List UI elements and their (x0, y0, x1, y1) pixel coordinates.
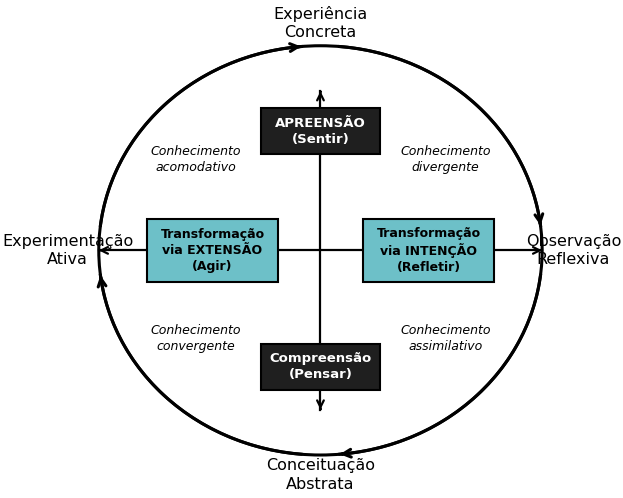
Text: Transformação
via EXTENSÃO
(Agir): Transformação via EXTENSÃO (Agir) (160, 228, 265, 273)
Text: Conceituação
Abstrata: Conceituação Abstrata (266, 458, 375, 492)
FancyBboxPatch shape (147, 219, 278, 282)
FancyBboxPatch shape (261, 344, 380, 390)
Text: Observação
Reflexiva: Observação Reflexiva (526, 234, 621, 267)
Text: Conhecimento
acomodativo: Conhecimento acomodativo (150, 145, 240, 174)
Text: Conhecimento
divergente: Conhecimento divergente (400, 145, 491, 174)
FancyBboxPatch shape (363, 219, 494, 282)
Text: APREENSÃO
(Sentir): APREENSÃO (Sentir) (275, 117, 366, 145)
Text: Experiência
Concreta: Experiência Concreta (273, 5, 368, 40)
Text: Conhecimento
convergente: Conhecimento convergente (150, 324, 240, 353)
Text: Compreensão
(Pensar): Compreensão (Pensar) (269, 353, 371, 381)
Text: Transformação
via INTENÇÃO
(Refletir): Transformação via INTENÇÃO (Refletir) (376, 227, 480, 274)
Text: Conhecimento
assimilativo: Conhecimento assimilativo (400, 324, 491, 353)
Text: Experimentação
Ativa: Experimentação Ativa (2, 234, 133, 267)
FancyBboxPatch shape (261, 108, 380, 154)
